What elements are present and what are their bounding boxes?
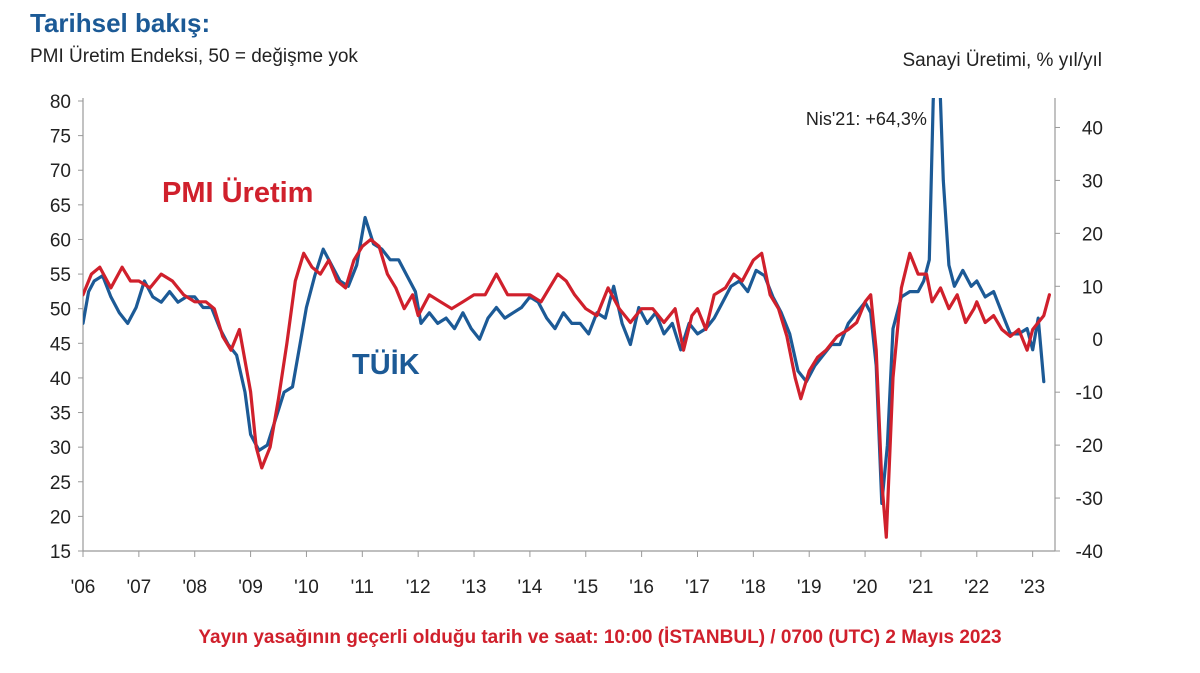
x-tick-label: '19 (797, 577, 822, 598)
right-tick-label: 40 (1082, 118, 1103, 139)
right-tick-label: -20 (1076, 436, 1103, 457)
right-tick-label: 0 (1092, 330, 1103, 351)
x-tick-label: '20 (853, 577, 878, 598)
left-tick-label: 65 (50, 196, 71, 217)
embargo-note: Yayın yasağının geçerli olduğu tarih ve … (198, 627, 1002, 648)
tuik-series-label: TÜİK (352, 348, 420, 381)
x-tick-label: '11 (351, 577, 374, 598)
x-tick-label: '12 (406, 577, 431, 598)
chart-labels: PMI Üretim TÜİK Nis'21: +64,3% (162, 109, 927, 381)
tuik-series-line (83, 98, 1046, 505)
x-tick-label: '06 (71, 577, 96, 598)
right-tick-label: -40 (1076, 542, 1103, 563)
x-tick-label: '22 (964, 577, 989, 598)
x-tick-label: '10 (294, 577, 319, 598)
left-tick-label: 20 (50, 507, 71, 528)
right-tick-label: 10 (1082, 277, 1103, 298)
left-tick-label: 70 (50, 161, 71, 182)
chart-axes: 15 20 25 30 35 40 45 50 55 60 65 70 75 80 -40 -30 -20 -10… (50, 92, 1103, 598)
left-tick-label: 50 (50, 300, 71, 321)
left-tick-label: 60 (50, 230, 71, 251)
pmi-series-line (83, 237, 1051, 539)
left-tick-label: 40 (50, 369, 71, 390)
peak-annotation: Nis'21: +64,3% (806, 109, 927, 129)
x-tick-label: '16 (629, 577, 654, 598)
right-tick-label: -30 (1076, 489, 1103, 510)
left-tick-label: 45 (50, 334, 71, 355)
left-tick-label: 80 (50, 92, 71, 113)
x-tick-label: '08 (182, 577, 207, 598)
right-tick-label: 20 (1082, 224, 1103, 245)
right-tick-label: -10 (1076, 383, 1103, 404)
chart-subtitle: PMI Üretim Endeksi, 50 = değişme yok (30, 46, 358, 67)
x-tick-label: '17 (685, 577, 710, 598)
left-tick-label: 55 (50, 265, 71, 286)
x-tick-label: '21 (909, 577, 934, 598)
x-tick-label: '18 (741, 577, 766, 598)
x-tick-label: '15 (573, 577, 598, 598)
x-tick-label: '09 (238, 577, 263, 598)
left-tick-label: 75 (50, 127, 71, 148)
chart-title: Tarihsel bakış: (30, 8, 211, 38)
x-tick-label: '07 (126, 577, 151, 598)
chart-series (83, 98, 1051, 539)
x-tick-label: '13 (462, 577, 487, 598)
right-axis-title: Sanayi Üretimi, % yıl/yıl (902, 50, 1102, 71)
left-tick-label: 35 (50, 404, 71, 425)
pmi-series-label: PMI Üretim (162, 176, 313, 209)
left-tick-label: 30 (50, 438, 71, 459)
left-tick-label: 15 (50, 542, 71, 563)
right-tick-label: 30 (1082, 171, 1103, 192)
left-tick-label: 25 (50, 473, 71, 494)
x-tick-label: '14 (518, 577, 543, 598)
x-tick-label: '23 (1020, 577, 1045, 598)
